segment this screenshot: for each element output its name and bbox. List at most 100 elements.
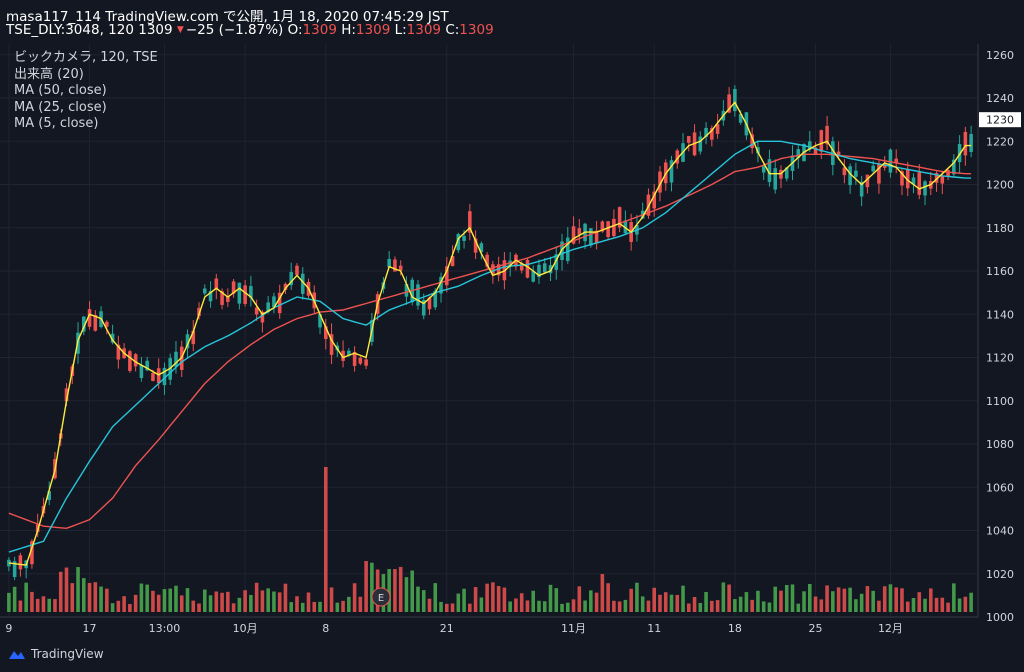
volume-bar	[663, 592, 668, 612]
volume-bar	[888, 584, 893, 612]
y-tick-label: 1080	[986, 438, 1014, 451]
volume-bar	[813, 596, 818, 612]
candle-body	[784, 167, 789, 179]
candle-body	[202, 288, 207, 294]
volume-bar	[479, 597, 484, 612]
candle-body	[421, 300, 426, 316]
candle-body	[767, 159, 772, 183]
x-tick-label: 11月	[561, 622, 586, 635]
legend-ma25[interactable]: MA (25, close)	[14, 99, 107, 115]
candle-body	[710, 128, 714, 140]
volume-bar	[658, 594, 662, 612]
symbol-info: TSE_DLY:3048, 120	[6, 22, 134, 38]
volume-bar	[565, 602, 570, 612]
y-tick-label: 1100	[986, 395, 1014, 408]
candle-body	[87, 309, 92, 327]
volume-bar	[300, 602, 305, 612]
volume-bar	[842, 588, 847, 612]
volume-bar	[76, 567, 80, 612]
candle-body	[727, 94, 731, 113]
volume-bar	[202, 589, 207, 612]
volume-bar	[81, 578, 86, 612]
candlestick-series	[7, 85, 973, 581]
candle-body	[364, 359, 368, 366]
volume-bar	[491, 582, 495, 612]
volume-bar	[174, 585, 178, 612]
x-tick-label: 8	[322, 622, 329, 635]
candle-body	[439, 276, 443, 294]
candle-body	[237, 282, 242, 304]
earnings-marker-icon[interactable]: E	[371, 587, 391, 607]
earnings-marker-label: E	[378, 593, 384, 604]
volume-bar	[243, 590, 247, 612]
volume-bar	[110, 603, 115, 612]
candle-body	[485, 254, 489, 267]
candle-body	[162, 367, 167, 386]
volume-bar	[398, 566, 403, 612]
y-tick-label: 1200	[986, 179, 1014, 192]
legend-ma5[interactable]: MA (5, close)	[14, 116, 99, 131]
volume-bar	[952, 583, 956, 612]
candle-body	[47, 491, 52, 501]
candle-body	[174, 351, 178, 367]
volume-bar	[571, 599, 576, 612]
volume-bar	[807, 584, 812, 612]
volume-bar	[542, 601, 547, 612]
candle-body	[865, 174, 870, 188]
volume-bar	[433, 583, 438, 612]
candle-body	[214, 278, 219, 290]
candle-body	[594, 230, 599, 244]
price-axis[interactable]: 1000 1020 1040 1060 1080 1100 1120 1140 1160 1180…	[986, 49, 1014, 624]
volume-bar	[525, 600, 530, 612]
volume-bar	[548, 584, 553, 612]
candle-body	[226, 296, 230, 302]
tradingview-brand[interactable]: TradingView	[8, 647, 104, 661]
candle-body	[444, 266, 449, 286]
legend-symbol[interactable]: ビックカメラ, 120, TSE	[14, 50, 158, 65]
candle-body	[871, 165, 875, 172]
open-value: 1309	[302, 22, 337, 38]
candle-body	[260, 311, 265, 323]
volume-bar	[957, 598, 962, 612]
volume-bar	[237, 597, 242, 612]
candle-body	[352, 351, 357, 366]
candle-body	[358, 357, 363, 364]
candle-body	[698, 136, 703, 152]
volume-bar	[208, 595, 213, 612]
legend-ma50[interactable]: MA (50, close)	[14, 83, 107, 98]
low-label: L:	[394, 22, 407, 38]
volume-bar	[450, 603, 455, 612]
volume-bar	[905, 601, 910, 612]
volume-bar	[312, 601, 317, 612]
time-axis[interactable]: 9 17 13:00 10月 8 21 11月 11 18 25 12月	[5, 622, 903, 635]
volume-bar	[151, 590, 155, 612]
candle-body	[905, 168, 910, 189]
candle-body	[272, 296, 276, 308]
volume-bar	[122, 596, 126, 612]
volume-bar	[629, 588, 633, 612]
y-tick-label: 1160	[986, 265, 1014, 278]
volume-series	[7, 467, 973, 612]
chart-header: masa117_114 TradingView.com で公開, 1月 18, …	[0, 0, 980, 40]
volume-bar	[485, 583, 489, 612]
candle-body	[854, 170, 858, 177]
legend-volume[interactable]: 出来高 (20)	[14, 66, 84, 82]
volume-bar	[53, 599, 57, 612]
candle-body	[917, 172, 922, 195]
volume-bar	[589, 590, 593, 612]
y-tick-label: 1180	[986, 222, 1014, 235]
candle-body	[940, 176, 945, 184]
volume-bar	[617, 601, 622, 612]
volume-bar	[767, 602, 772, 612]
x-tick-label: 13:00	[149, 622, 181, 635]
candle-body	[393, 259, 397, 272]
candle-body	[652, 191, 657, 209]
price-chart[interactable]: 1000 1020 1040 1060 1080 1100 1120 1140 1160 1180…	[0, 0, 1024, 640]
volume-bar	[854, 599, 858, 612]
candle-body	[623, 220, 628, 234]
candle-body	[537, 264, 541, 278]
ma5-line	[8, 101, 972, 566]
volume-bar	[761, 601, 766, 612]
volume-bar	[606, 583, 610, 612]
candle-body	[341, 350, 345, 361]
